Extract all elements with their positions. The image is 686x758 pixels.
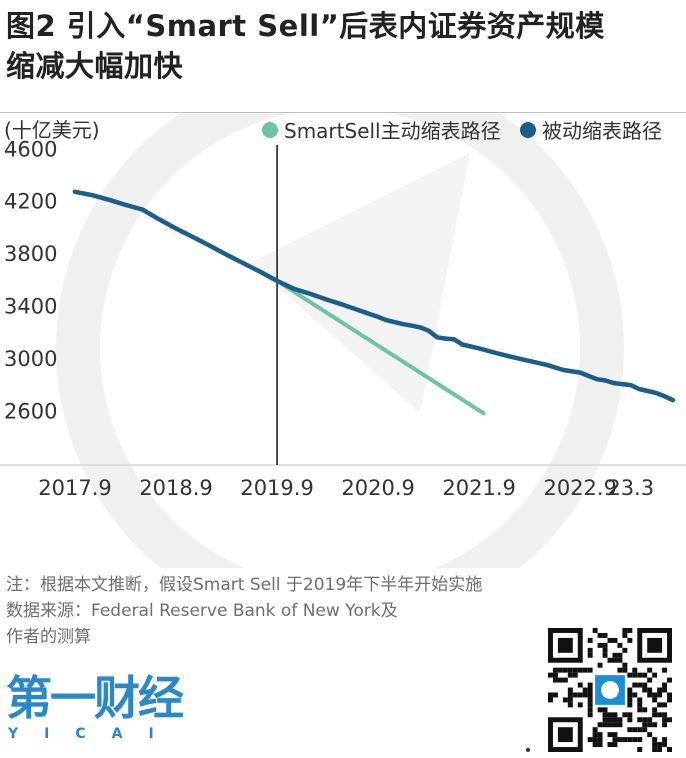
legend-item-active: SmartSell主动缩表路径 [262,119,501,143]
legend-item-passive: 被动缩表路径 [520,119,662,143]
y-axis-label: (十亿美元) [4,118,100,142]
yicai-logo: 第一财经 YICAI [6,672,206,752]
footnote-source: 数据来源：Federal Reserve Bank of New York及 [6,601,398,621]
title-line-1: 图2 引入“Smart Sell”后表内证券资产规模 [6,9,605,43]
legend-label: SmartSell主动缩表路径 [284,119,501,143]
legend-marker [262,122,278,138]
footnote-note: 注：根据本文推断，假设Smart Sell 于2019年下半年开始实施 [6,575,483,595]
y-tick-label: 4600 [4,137,57,161]
footnote: 注：根据本文推断，假设Smart Sell 于2019年下半年开始实施 数据来源… [6,572,606,650]
qr-code-icon [548,628,672,752]
legend-label: 被动缩表路径 [542,119,662,143]
x-tick-label: 23.3 [607,476,654,500]
x-tick-label: 2018.9 [139,476,212,500]
title-divider [0,112,686,113]
x-tick-label: 2020.9 [341,476,414,500]
logo-text: 第一财经 [6,671,184,725]
y-tick-label: 3800 [4,242,57,266]
y-tick-label: 4200 [4,190,57,214]
legend-marker [520,122,536,138]
y-tick-label: 3400 [4,295,57,319]
title-line-2: 缩减大幅加快 [6,49,184,83]
x-tick-label: 2021.9 [442,476,515,500]
y-tick-label: 3000 [4,347,57,371]
logo-subtext: YICAI [8,726,180,742]
x-tick-label: 2019.9 [240,476,313,500]
footnote-source-cont: 作者的测算 [6,627,91,647]
series-line-active [275,278,486,416]
x-tick-label: 2022.9 [543,476,616,500]
series-line-passive [72,189,676,403]
watermark-logo [56,113,624,568]
chart-title: 图2 引入“Smart Sell”后表内证券资产规模 缩减大幅加快 [6,6,676,86]
y-tick-label: 2600 [4,399,57,423]
page-dot [526,748,530,752]
x-tick-label: 2017.9 [38,476,111,500]
line-chart: (十亿美元) 2600 3000 3400 3800 4200 4600 2017.9 2018… [0,113,686,568]
